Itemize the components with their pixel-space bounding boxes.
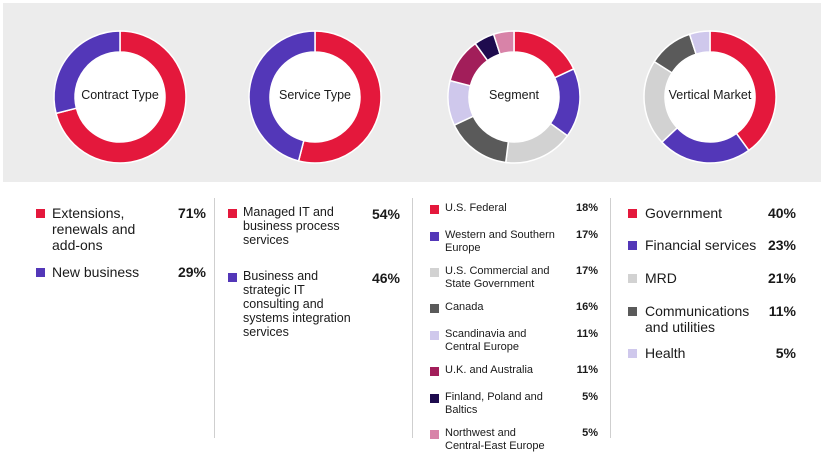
column-divider xyxy=(610,198,611,438)
legend-swatch xyxy=(430,304,439,313)
donut-hole xyxy=(75,52,165,142)
legend-swatch xyxy=(228,209,237,218)
legend-label: Communications and utilities xyxy=(645,303,750,335)
legend-value: 54% xyxy=(371,206,400,222)
donut-hole xyxy=(469,52,559,142)
legend-swatch xyxy=(628,307,637,316)
legend-swatch xyxy=(430,430,439,439)
legend-label: Business and strategic IT consulting and… xyxy=(243,269,351,339)
column-divider xyxy=(214,198,215,438)
donut-segment: Segment xyxy=(444,0,584,180)
legend-swatch xyxy=(430,367,439,376)
legend-swatch xyxy=(628,209,637,218)
legend-value: 71% xyxy=(177,205,206,221)
legend-value: 17% xyxy=(575,265,598,277)
donut-title: Segment xyxy=(488,88,540,102)
legend-label: MRD xyxy=(645,270,677,286)
legend-swatch xyxy=(430,205,439,214)
donut-slice xyxy=(53,30,121,115)
legend-swatch xyxy=(430,232,439,241)
donut-title: Vertical Market xyxy=(668,88,752,102)
legend-value: 18% xyxy=(575,202,598,214)
legend-swatch xyxy=(628,349,637,358)
legend-value: 40% xyxy=(767,205,796,221)
legend-value: 16% xyxy=(575,301,598,313)
legend-value: 5% xyxy=(775,345,796,361)
legend-label: U.K. and Australia xyxy=(445,364,534,376)
legend-label: U.S. Federal xyxy=(445,202,507,214)
legend-value: 11% xyxy=(768,303,796,319)
donut-hole xyxy=(270,52,360,142)
legend-value: 5% xyxy=(582,427,598,439)
legend-value: 11% xyxy=(576,328,598,340)
donut-slice xyxy=(297,30,382,164)
legend-swatch xyxy=(628,241,637,250)
legend-label: U.S. Commercial and State Government xyxy=(445,265,550,290)
legend-value: 11% xyxy=(576,364,598,376)
legend-label: Financial services xyxy=(645,237,757,253)
legend-label: Government xyxy=(645,205,723,221)
legend-swatch xyxy=(36,268,45,277)
legend-label: Western and Southern Europe xyxy=(445,229,555,254)
donut-slice xyxy=(248,30,316,162)
donut-service-type: Service Type xyxy=(245,0,385,180)
donut-slice xyxy=(688,30,711,56)
legend-value: 21% xyxy=(767,270,796,286)
legend-label: Finland, Poland and Baltics xyxy=(445,391,543,416)
legend-label: Extensions, renewals and add-ons xyxy=(52,205,136,253)
legend-swatch xyxy=(430,331,439,340)
legend-value: 17% xyxy=(575,229,598,241)
donut-vertical-market: Vertical Market xyxy=(640,0,780,180)
legend-value: 29% xyxy=(177,264,206,280)
legend-value: 23% xyxy=(767,237,796,253)
legend-label: Health xyxy=(645,345,686,361)
donut-slice xyxy=(492,30,515,56)
legend-label: Northwest and Central-East Europe xyxy=(445,427,545,452)
legend-label: New business xyxy=(52,264,140,280)
legend-label: Managed IT and business process services xyxy=(243,205,340,247)
donut-contract-type: Contract Type xyxy=(50,0,190,180)
legend-value: 46% xyxy=(371,270,400,286)
donut-title: Contract Type xyxy=(81,88,159,102)
legend-swatch xyxy=(36,209,45,218)
donut-hole xyxy=(665,52,755,142)
donut-title: Service Type xyxy=(278,88,352,102)
legend-label: Canada xyxy=(445,301,484,313)
donut-slice xyxy=(55,30,187,164)
column-divider xyxy=(412,198,413,438)
legend-swatch xyxy=(228,273,237,282)
legend-swatch xyxy=(628,274,637,283)
legend-swatch xyxy=(430,394,439,403)
legend-swatch xyxy=(430,268,439,277)
legend-label: Scandinavia and Central Europe xyxy=(445,328,527,353)
legend-value: 5% xyxy=(582,391,598,403)
